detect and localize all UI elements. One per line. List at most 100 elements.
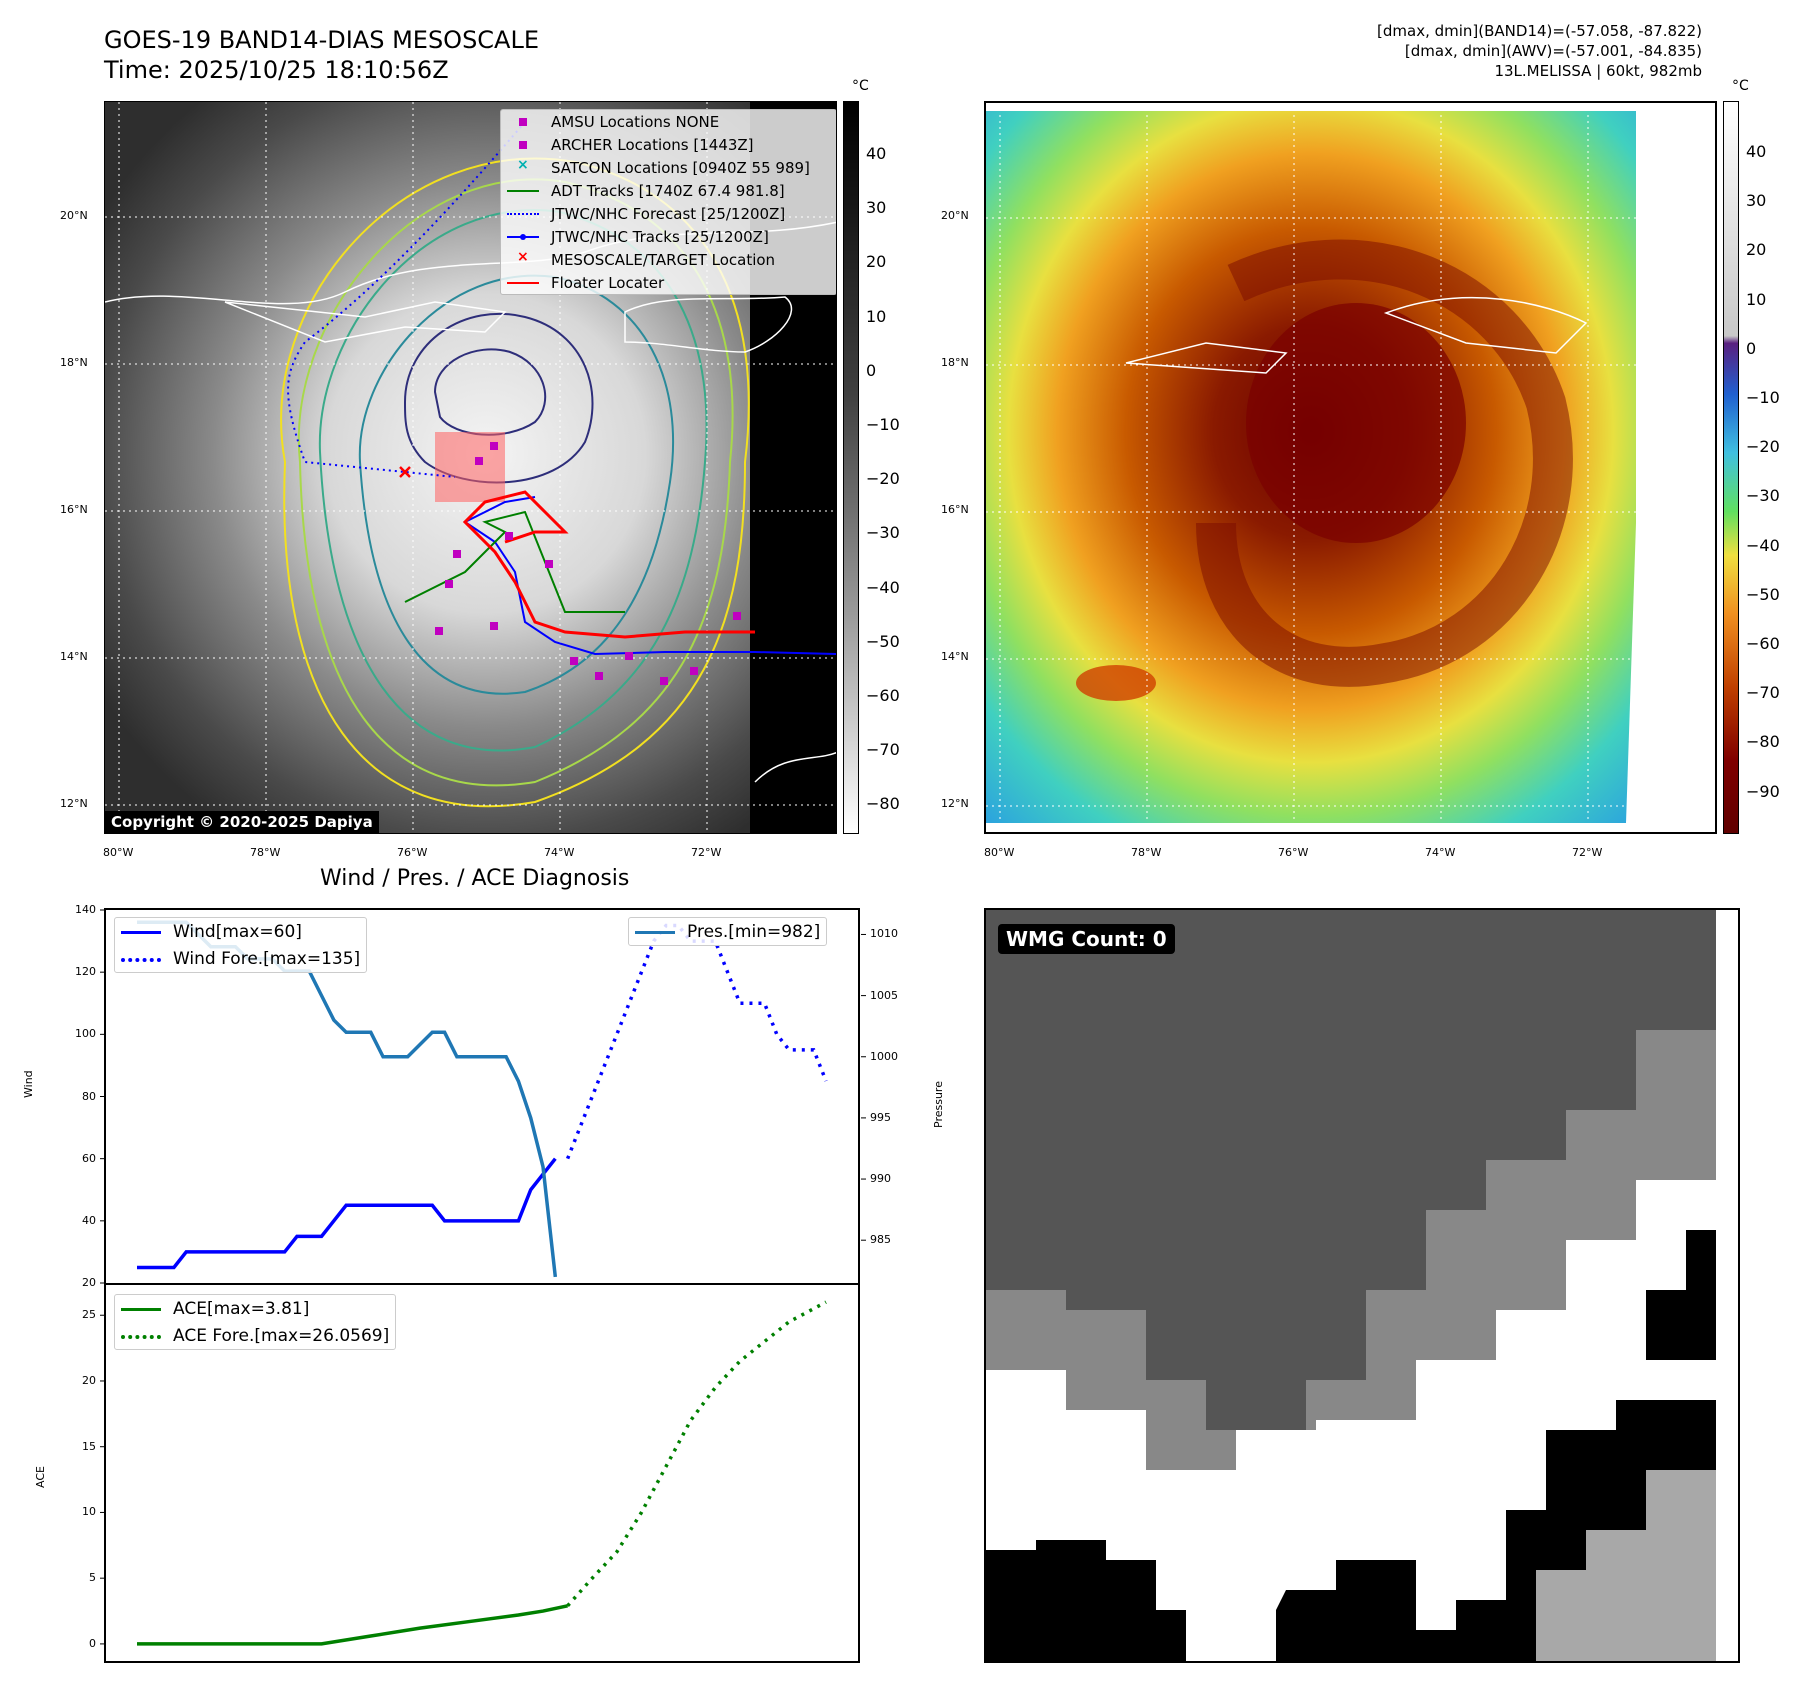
right-lon-74: 74°W	[1425, 846, 1456, 859]
pressure-ylabel: Pressure	[932, 1081, 945, 1128]
ace-tick: 25	[82, 1308, 96, 1322]
coastline-south-america	[754, 751, 836, 783]
map-legend-swatch	[507, 230, 539, 244]
map-legend-item: × SATCON Locations [0940Z 55 989]	[501, 156, 836, 179]
map-legend-label: SATCON Locations [0940Z 55 989]	[551, 158, 810, 177]
pressure-tick: 995	[870, 1110, 891, 1124]
wmg-zone-black-left	[986, 1540, 1186, 1661]
pressure-tick: 990	[870, 1172, 891, 1186]
map-legend-item: AMSU Locations NONE	[501, 110, 836, 133]
contour-yellow	[280, 157, 750, 808]
wind-ylabel: Wind	[22, 1070, 35, 1098]
map-legend-item: × MESOSCALE/TARGET Location	[501, 248, 836, 271]
wind-tick: 100	[75, 1027, 96, 1041]
awv-colorbar-tick: −70	[1746, 683, 1780, 703]
wind-tick: 80	[82, 1089, 96, 1103]
left-lon-74: 74°W	[544, 846, 575, 859]
legend-wind-fore: Wind Fore.[max=135]	[115, 945, 366, 972]
left-lon-72: 72°W	[691, 846, 722, 859]
ace-forecast-line	[566, 1300, 827, 1607]
ir-colorbar-tick: −80	[866, 794, 900, 814]
right-lat-20: 20°N	[941, 209, 969, 222]
map-legend-label: ADT Tracks [1740Z 67.4 981.8]	[551, 181, 785, 200]
ir-map-panel: AMSU Locations NONE ARCHER Locations [144…	[104, 101, 837, 834]
awv-map-panel	[984, 101, 1717, 834]
map-legend-swatch: ×	[517, 156, 529, 173]
awv-colorbar-tick: 0	[1746, 338, 1757, 358]
ir-colorbar-tick: −30	[866, 523, 900, 543]
right-lon-76: 76°W	[1278, 846, 1309, 859]
legend-wind-fore-label: Wind Fore.[max=135]	[173, 948, 361, 969]
ir-colorbar-tick: −20	[866, 469, 900, 489]
ir-colorbar-tick: 40	[866, 144, 887, 163]
ir-colorbar-unit: °C	[852, 78, 869, 94]
awv-coastlines	[1125, 297, 1588, 374]
wind-tick: 140	[75, 903, 96, 916]
legend-ace-fore-label: ACE Fore.[max=26.0569]	[173, 1325, 390, 1346]
map-legend-swatch: ×	[517, 248, 529, 265]
map-legend-swatch	[507, 207, 539, 221]
map-legend-item: JTWC/NHC Tracks [25/1200Z]	[501, 225, 836, 248]
legend-pres-swatch	[635, 925, 675, 939]
awv-colorbar-tick: −30	[1746, 486, 1780, 506]
ir-gridlines	[105, 102, 836, 833]
awv-colorbar-tick: −10	[1746, 388, 1780, 407]
map-legend-label: MESOSCALE/TARGET Location	[551, 250, 776, 269]
contour-lightgreen	[297, 178, 734, 787]
ir-colorbar-tick: 0	[866, 360, 877, 380]
coastline-hispaniola	[624, 296, 793, 353]
awv-range: [dmax, dmin](AWV)=(-57.001, -84.835)	[1404, 42, 1702, 60]
legend-wind-swatch	[121, 925, 161, 939]
left-lat-16: 16°N	[60, 503, 88, 516]
contour-teal	[318, 209, 708, 752]
left-lon-78: 78°W	[250, 846, 281, 859]
map-legend-item: JTWC/NHC Forecast [25/1200Z]	[501, 202, 836, 225]
left-lat-12: 12°N	[60, 797, 88, 810]
pressure-tick: 1005	[870, 988, 898, 1002]
legend-pres: Pres.[min=982]	[629, 918, 826, 945]
wmg-panel: WMG Count: 0	[984, 908, 1740, 1663]
chart-time: Time: 2025/10/25 18:10:56Z	[104, 56, 449, 84]
ir-colorbar-tick: −70	[866, 740, 900, 760]
contour-navy	[403, 312, 594, 484]
awv-colorbar-tick: −90	[1746, 781, 1780, 801]
awv-colorbar-tick: −20	[1746, 437, 1780, 457]
band14-range: [dmax, dmin](BAND14)=(-57.058, -87.822)	[1377, 22, 1702, 40]
pressure-legend: Pres.[min=982]	[628, 917, 828, 946]
awv-colorbar-tick: 20	[1746, 240, 1767, 260]
map-legend-label: JTWC/NHC Forecast [25/1200Z]	[551, 204, 786, 223]
wind-tick: 60	[82, 1151, 96, 1165]
map-legend-swatch	[507, 184, 539, 198]
pressure-line	[137, 920, 558, 1278]
ace-axes	[104, 1283, 860, 1663]
wmg-count: WMG Count: 0	[998, 924, 1175, 954]
wind-tick: 120	[75, 965, 96, 979]
legend-ace-swatch	[121, 1302, 161, 1316]
ir-colorbar-tick: 10	[866, 306, 887, 326]
wind-forecast-line	[565, 923, 828, 1160]
legend-wind-fore-swatch	[121, 952, 161, 966]
ace-tick: 10	[82, 1505, 96, 1519]
target-marker	[399, 466, 411, 478]
coastline-jamaica	[224, 301, 507, 343]
wind-legend: Wind[max=60] Wind Fore.[max=135]	[114, 917, 368, 973]
right-lat-14: 14°N	[941, 650, 969, 663]
ir-colorbar-tick: −50	[866, 631, 900, 651]
map-legend-item: ADT Tracks [1740Z 67.4 981.8]	[501, 179, 836, 202]
right-lat-18: 18°N	[941, 356, 969, 369]
wmg-zone-mid	[986, 910, 1716, 1470]
wmg-zone-black-edge	[1646, 1230, 1716, 1360]
legend-ace: ACE[max=3.81]	[115, 1295, 395, 1322]
convective-cell	[1076, 665, 1156, 701]
map-legend-item: Floater Locater	[501, 271, 836, 294]
pressure-tick: 1000	[870, 1049, 898, 1063]
wind-line	[137, 1157, 557, 1270]
awv-colorbar-tick: −40	[1746, 535, 1780, 555]
diagnosis-title: Wind / Pres. / ACE Diagnosis	[320, 866, 630, 891]
wmg-zone-gray-corner	[1536, 1470, 1716, 1661]
ace-tick: 5	[89, 1571, 96, 1585]
awv-colorbar-tick: −50	[1746, 584, 1780, 604]
legend-wind: Wind[max=60]	[115, 918, 366, 945]
ace-tick: 20	[82, 1373, 96, 1387]
awv-colorbar-tick: −60	[1746, 634, 1780, 653]
